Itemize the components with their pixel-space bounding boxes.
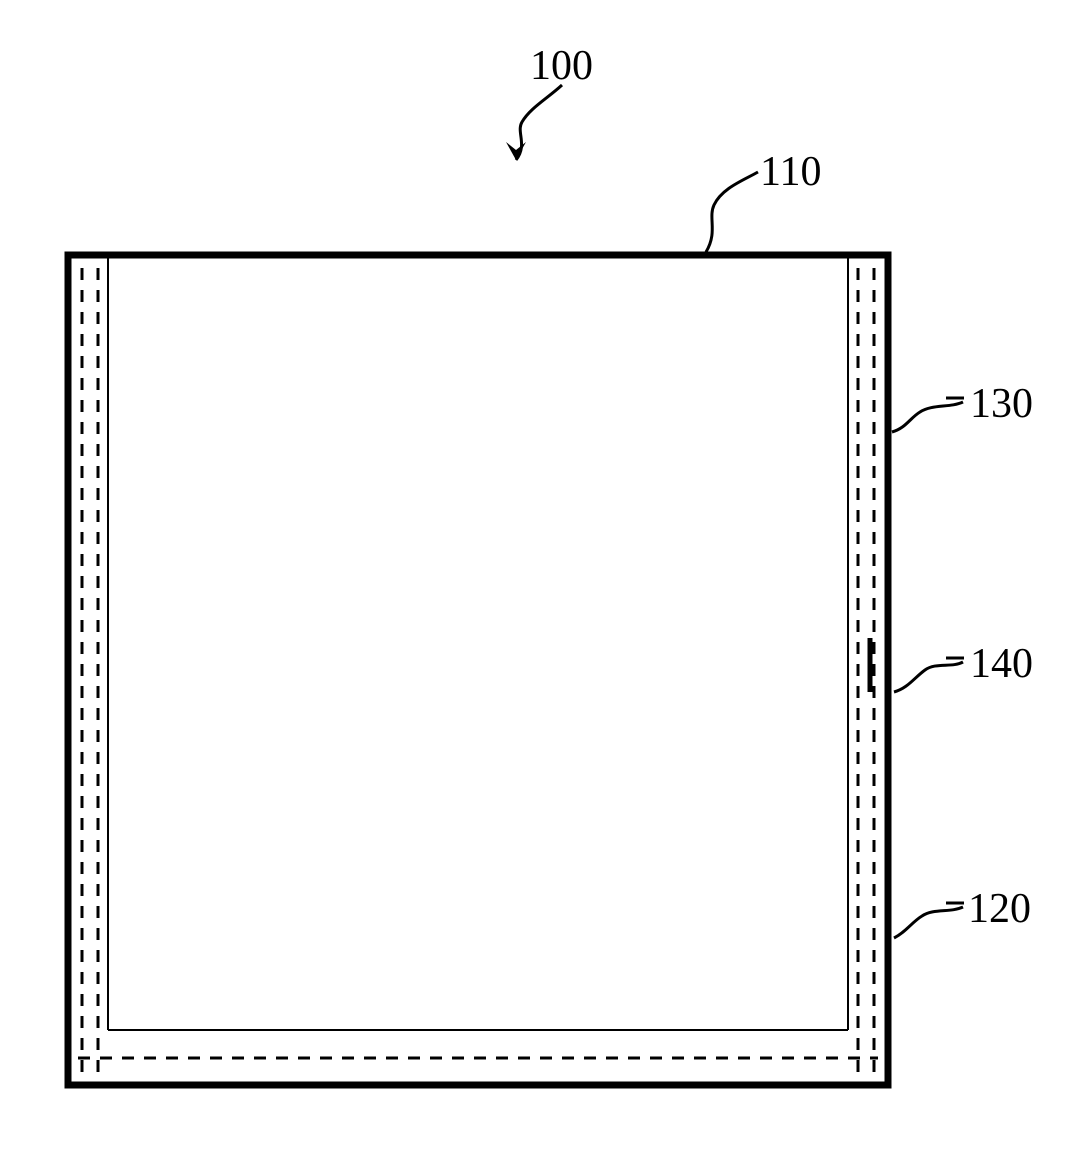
leader-top-edge [706, 172, 758, 252]
leader-assembly [516, 85, 562, 160]
leader-outer-right [894, 907, 963, 938]
label-inner-right: 130 [970, 380, 1033, 428]
leader-notch [894, 662, 963, 692]
label-assembly: 100 [530, 42, 593, 90]
leader-inner-right [892, 402, 963, 432]
label-outer-right: 120 [968, 885, 1031, 933]
label-top-edge: 110 [760, 148, 821, 196]
label-notch: 140 [970, 640, 1033, 688]
outer-rect [68, 255, 888, 1085]
leader-assembly-arrow [506, 142, 526, 160]
patent-diagram: 100 110 130 140 120 [0, 0, 1080, 1159]
diagram-svg [0, 0, 1080, 1159]
